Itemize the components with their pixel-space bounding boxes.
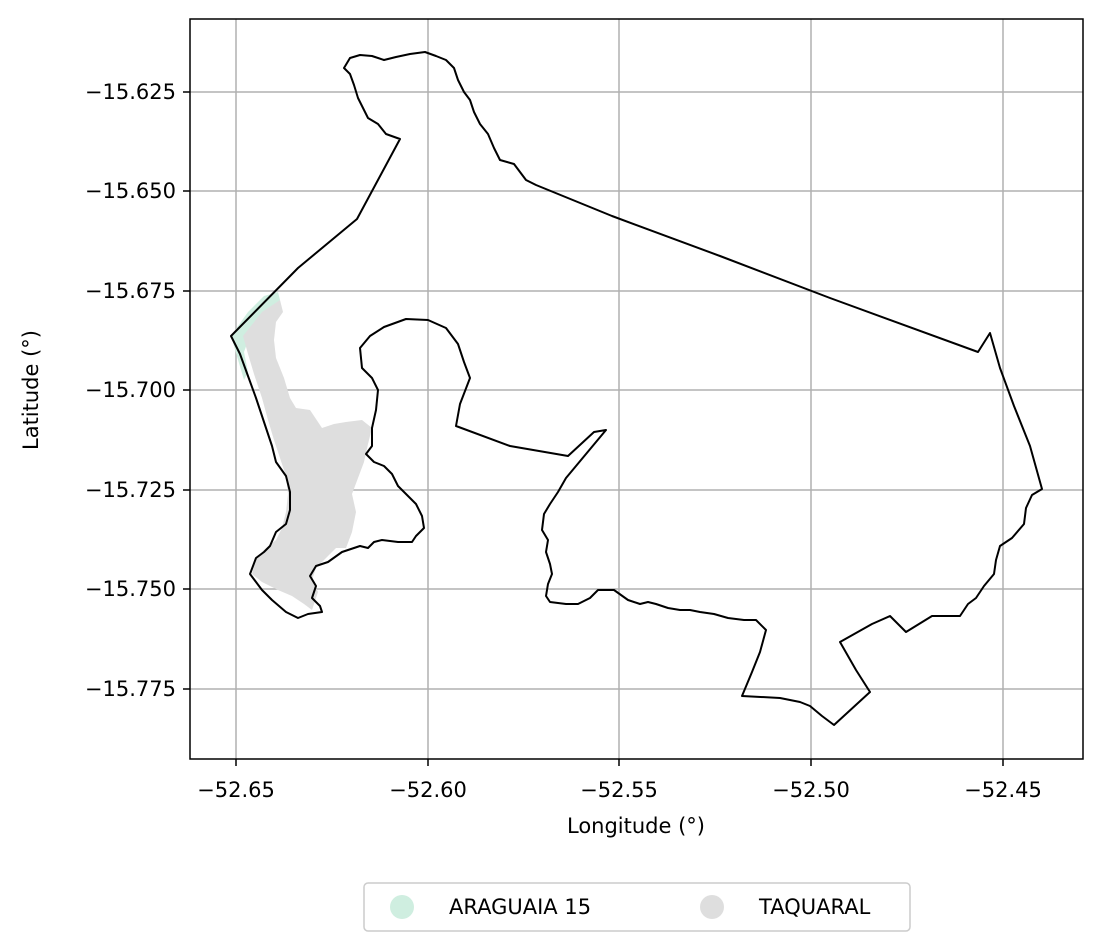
y-tick-label: −15.675 — [85, 279, 176, 303]
axes-frame — [189, 18, 1084, 760]
legend: ARAGUAIA 15 TAQUARAL — [363, 882, 911, 932]
x-tick-label: −52.45 — [964, 778, 1042, 802]
boundary-outline — [230, 51, 1043, 726]
y-tick-label: −15.650 — [85, 179, 176, 203]
y-tick-label: −15.700 — [85, 378, 176, 402]
y-ticks — [183, 91, 190, 690]
y-tick-label: −15.625 — [85, 80, 176, 104]
x-axis-title: Longitude (°) — [567, 814, 705, 838]
legend-label: TAQUARAL — [758, 895, 871, 919]
y-axis-title: Latitude (°) — [19, 330, 43, 450]
region-araguaia-15 — [231, 292, 280, 380]
x-tick-label: −52.55 — [580, 778, 658, 802]
legend-swatch-taquaral — [700, 895, 724, 919]
x-tick-label: −52.65 — [197, 778, 275, 802]
y-tick-label: −15.725 — [85, 478, 176, 502]
legend-label: ARAGUAIA 15 — [449, 895, 591, 919]
x-tick-label: −52.50 — [772, 778, 850, 802]
grid — [190, 19, 1083, 759]
legend-swatch-araguaia-15 — [390, 895, 414, 919]
x-ticks — [235, 759, 1004, 766]
y-tick-label: −15.750 — [85, 577, 176, 601]
legend-box — [363, 882, 911, 932]
region-taquaral — [243, 300, 372, 610]
y-tick-label: −15.775 — [85, 677, 176, 701]
x-tick-label: −52.60 — [389, 778, 467, 802]
